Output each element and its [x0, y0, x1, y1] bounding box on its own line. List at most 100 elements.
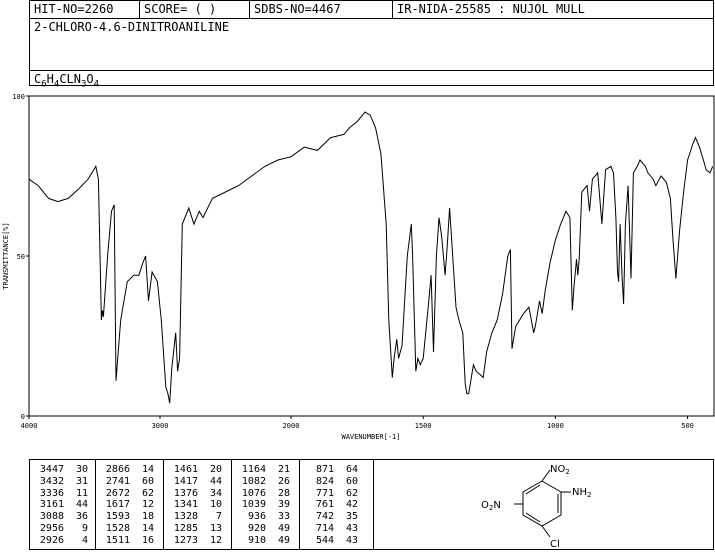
peak-transmittance: 13	[209, 522, 222, 534]
peak-transmittance: 62	[141, 487, 154, 499]
peak-row: 1076 28	[232, 488, 299, 500]
peak-wavenumber: 2956	[39, 522, 64, 534]
peak-row: 1164 21	[232, 464, 299, 476]
formula-cln: CLN	[59, 72, 81, 86]
peak-wavenumber: 2741	[105, 475, 130, 487]
peak-column: 3447 30 3432 31 3336 11 3161 44 3088 36 2956 9 2926 4	[30, 460, 96, 549]
formula-c: C	[34, 72, 42, 86]
peak-wavenumber: 910	[247, 534, 266, 546]
chloro-label: Cl	[550, 539, 560, 550]
formula-o: O	[86, 72, 94, 86]
hit-no-label: HIT-NO=2260	[30, 1, 140, 18]
formula-h: H	[46, 72, 54, 86]
ir-spectrum-chart: 0 50 100 4000 3000 2000 1500 1000 500 WAVENUMBE…	[2, 93, 715, 441]
x-tick-label: 2000	[283, 422, 300, 430]
peak-row: 2866 14	[96, 464, 163, 476]
amino-label: NH2	[572, 487, 591, 499]
header-row: HIT-NO=2260 SCORE= ( ) SDBS-NO=4467 IR-N…	[30, 1, 713, 19]
compound-name: 2-CHLORO-4.6-DINITROANILINE	[34, 20, 230, 34]
peak-wavenumber: 714	[315, 522, 334, 534]
peak-transmittance: 14	[141, 464, 154, 475]
peak-row: 771 62	[300, 488, 373, 500]
peak-transmittance: 28	[277, 487, 290, 499]
peak-transmittance: 39	[277, 499, 290, 511]
peak-row: 2741 60	[96, 476, 163, 488]
molecular-formula: C6H4CLN3O4	[34, 72, 99, 89]
peak-row: 544 43	[300, 535, 373, 547]
formula-h-count: 4	[53, 79, 60, 90]
spectrum-line	[28, 111, 714, 404]
peak-transmittance: 34	[209, 487, 222, 499]
sdbs-no-label: SDBS-NO=4467	[250, 1, 393, 18]
peak-wavenumber: 1528	[105, 522, 130, 534]
peak-row: 1617 12	[96, 499, 163, 511]
peak-wavenumber: 1039	[241, 499, 266, 511]
peak-transmittance: 49	[277, 534, 290, 546]
peak-wavenumber: 3336	[39, 487, 64, 499]
peak-wavenumber: 2866	[105, 464, 130, 475]
peak-transmittance: 43	[345, 534, 358, 546]
peak-transmittance: 62	[345, 487, 358, 499]
peak-wavenumber: 1164	[241, 464, 266, 475]
peak-wavenumber: 761	[315, 499, 334, 511]
formula-o-count: 4	[93, 79, 100, 90]
peak-row: 920 49	[232, 523, 299, 535]
peak-wavenumber: 1285	[173, 522, 198, 534]
x-tick-label: 1500	[415, 422, 432, 430]
score-label: SCORE= ( )	[140, 1, 250, 18]
peak-wavenumber: 1417	[173, 475, 198, 487]
structure-panel: NO2 NH2 Cl O2N	[374, 459, 714, 550]
peak-wavenumber: 742	[315, 511, 334, 523]
peak-wavenumber: 2926	[39, 534, 64, 546]
y-tick-label: 50	[17, 253, 25, 261]
peak-transmittance: 10	[209, 499, 222, 511]
peak-wavenumber: 1593	[105, 511, 130, 523]
peak-row: 2672 62	[96, 488, 163, 500]
peak-column: 871 64 824 60 771 62 761 42 742 35 714 43 544 43	[300, 460, 373, 549]
peak-row: 1417 44	[164, 476, 231, 488]
header-panel: HIT-NO=2260 SCORE= ( ) SDBS-NO=4467 IR-N…	[29, 0, 714, 89]
benzene-ring	[514, 469, 571, 538]
peak-transmittance: 64	[345, 464, 358, 475]
peak-transmittance: 16	[141, 534, 154, 546]
peak-row: 2956 9	[30, 523, 95, 535]
peak-table: 3447 30 3432 31 3336 11 3161 44 3088 36 2956 9 2926 4…	[29, 459, 374, 550]
peak-row: 1593 18	[96, 511, 163, 523]
y-tick-label: 0	[21, 413, 25, 421]
peak-column: 1164 21 1082 26 1076 28 1039 39 936 33 920 49 910 49	[232, 460, 300, 549]
peak-row: 1511 16	[96, 535, 163, 547]
peak-row: 824 60	[300, 476, 373, 488]
peak-transmittance: 43	[345, 522, 358, 534]
method-label: IR-NIDA-25585 : NUJOL MULL	[397, 2, 585, 16]
peak-row: 1273 12	[164, 535, 231, 547]
peak-wavenumber: 920	[247, 522, 266, 534]
peak-wavenumber: 3432	[39, 475, 64, 487]
peak-transmittance: 12	[141, 499, 154, 511]
peak-row: 3432 31	[30, 476, 95, 488]
peak-row: 1461 20	[164, 464, 231, 476]
peak-wavenumber: 1617	[105, 499, 130, 511]
peak-row: 1039 39	[232, 499, 299, 511]
peak-transmittance: 44	[75, 499, 88, 511]
peak-transmittance: 60	[345, 475, 358, 487]
y-tick-label: 100	[12, 93, 25, 101]
peak-transmittance: 20	[209, 464, 222, 475]
peak-wavenumber: 2672	[105, 487, 130, 499]
peak-transmittance: 14	[141, 522, 154, 534]
peak-wavenumber: 1273	[173, 534, 198, 546]
peak-wavenumber: 824	[315, 475, 334, 487]
peak-wavenumber: 771	[315, 487, 334, 499]
peak-row: 871 64	[300, 464, 373, 476]
peak-transmittance: 4	[81, 534, 88, 546]
peak-wavenumber: 1511	[105, 534, 130, 546]
peak-wavenumber: 1328	[173, 511, 198, 523]
peak-row: 1341 10	[164, 499, 231, 511]
peak-transmittance: 33	[277, 511, 290, 523]
peak-transmittance: 49	[277, 522, 290, 534]
peak-transmittance: 42	[345, 499, 358, 511]
peak-transmittance: 12	[209, 534, 222, 546]
divider	[30, 70, 713, 71]
plot-frame	[28, 95, 715, 417]
peak-wavenumber: 544	[315, 534, 334, 546]
x-axis-label: WAVENUMBER[-1]	[341, 433, 400, 441]
